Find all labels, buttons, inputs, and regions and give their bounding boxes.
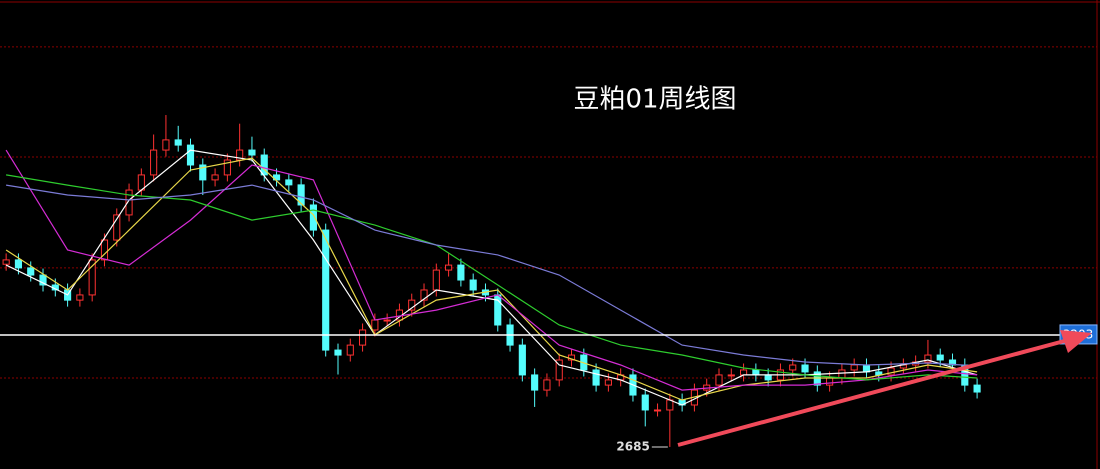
candle-body [715, 374, 723, 386]
candle-body [850, 364, 858, 371]
candle-body [297, 184, 305, 206]
moving-average [6, 174, 978, 381]
candle-body [469, 279, 477, 291]
candle-body [39, 274, 47, 286]
candle-body [518, 344, 526, 376]
candle-body [162, 139, 170, 151]
candle-body [88, 259, 96, 296]
candle-body [432, 269, 440, 291]
candle-body [14, 259, 23, 269]
trend-arrow-head [1060, 330, 1092, 353]
candle-body [346, 344, 354, 356]
trend-arrow [677, 338, 1069, 447]
candle-body [801, 364, 809, 373]
candle-body [322, 229, 330, 351]
candle-body [555, 359, 563, 381]
candle-body [764, 374, 772, 381]
candle-body [838, 369, 846, 379]
candle-body [248, 149, 256, 156]
candle-body [973, 384, 981, 393]
moving-average [5, 149, 978, 406]
candle-body [531, 374, 539, 391]
low-label: 2685 [616, 439, 649, 453]
candle-body [174, 139, 182, 146]
candle-body [924, 354, 932, 363]
candle-body [27, 267, 35, 276]
candle-body [150, 149, 158, 176]
moving-average [6, 184, 978, 367]
candle-body [211, 174, 219, 181]
candle-body [334, 349, 342, 356]
candle-body [653, 409, 662, 412]
candle-body [445, 264, 453, 271]
candle-body [223, 159, 231, 176]
candle-body [76, 294, 84, 301]
moving-average [5, 157, 978, 401]
candle-body [789, 364, 797, 371]
candle-body [309, 204, 317, 231]
candle-body [100, 239, 109, 261]
candle-body [199, 164, 207, 181]
candle-body [604, 379, 612, 386]
candle-body [666, 399, 674, 411]
candle-body [371, 319, 379, 331]
candle-body [727, 374, 735, 377]
candle-body [186, 144, 195, 166]
candle-body [826, 377, 834, 386]
moving-average [5, 149, 978, 391]
candle-body [383, 319, 391, 322]
chart-title: 豆粕01周线图 [573, 85, 736, 115]
candle-body [887, 367, 895, 376]
candle-body [752, 369, 760, 376]
candle-body [285, 179, 293, 186]
candle-body [862, 364, 871, 373]
candle-body [641, 394, 649, 411]
candle-body [592, 369, 600, 386]
candle-body [125, 189, 133, 216]
candle-body [260, 154, 268, 176]
candle-body [113, 214, 121, 241]
candle-body [420, 289, 428, 301]
candle-body [543, 379, 551, 391]
candle-body [740, 369, 748, 376]
candle-body [2, 259, 10, 265]
candle-body [457, 264, 465, 281]
candle-body [358, 329, 367, 346]
candle-body [936, 354, 944, 361]
